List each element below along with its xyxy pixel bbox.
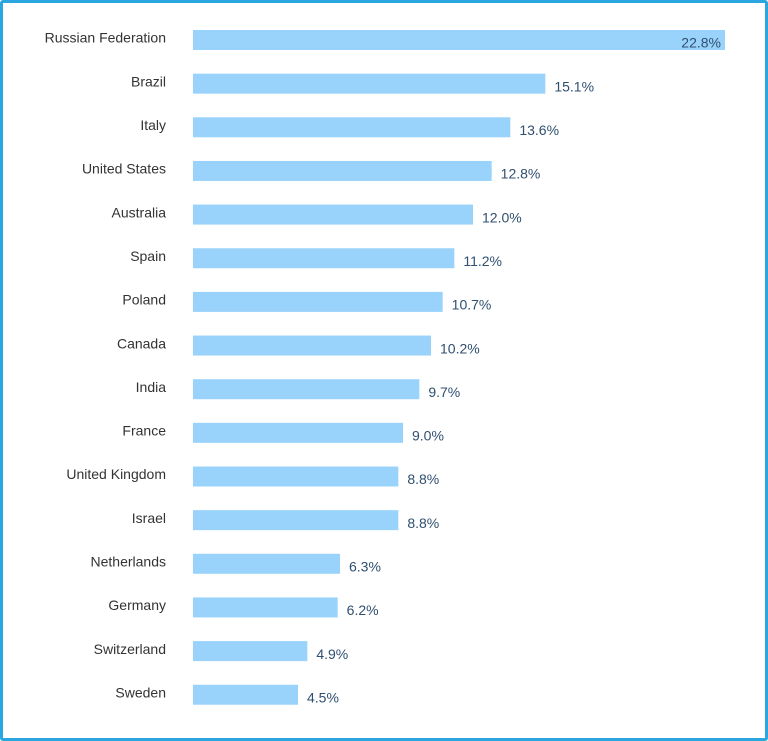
bar[interactable] (193, 30, 725, 50)
category-label: France (122, 423, 166, 439)
bar[interactable] (193, 335, 431, 356)
category-label: United States (82, 161, 166, 177)
value-label: 10.2% (440, 340, 480, 356)
value-label: 12.8% (501, 166, 541, 182)
value-label: 15.1% (554, 78, 594, 94)
value-label: 8.8% (407, 515, 439, 531)
value-label: 4.5% (307, 689, 339, 705)
category-label: India (136, 379, 167, 395)
bar[interactable] (193, 379, 420, 400)
bar[interactable] (193, 597, 338, 618)
category-label: Switzerland (94, 641, 166, 657)
bar[interactable] (193, 422, 403, 443)
bar[interactable] (193, 510, 399, 531)
value-label: 8.8% (407, 471, 439, 487)
value-label: 10.7% (452, 297, 492, 313)
bar[interactable] (193, 248, 455, 269)
category-label: Russian Federation (45, 30, 166, 46)
bar[interactable] (193, 160, 492, 181)
category-label: Germany (108, 597, 166, 613)
category-label: Canada (117, 335, 166, 351)
bar[interactable] (193, 684, 298, 705)
category-label: Netherlands (91, 554, 167, 570)
value-label: 4.9% (316, 646, 348, 662)
bar[interactable] (193, 641, 308, 662)
value-label: 12.0% (482, 209, 522, 225)
bar[interactable] (193, 117, 511, 138)
category-label: Brazil (131, 73, 166, 89)
bar[interactable] (193, 291, 443, 312)
category-label: Italy (140, 117, 166, 133)
bar[interactable] (193, 466, 399, 487)
category-label: Spain (130, 248, 166, 264)
bar[interactable] (193, 553, 340, 574)
bar[interactable] (193, 204, 473, 225)
category-label: United Kingdom (66, 466, 166, 482)
category-label: Israel (132, 510, 166, 526)
category-label: Poland (122, 292, 166, 308)
value-label: 9.7% (428, 384, 460, 400)
bar[interactable] (193, 73, 546, 94)
value-label: 6.2% (347, 602, 379, 618)
value-label: 22.8% (681, 35, 721, 51)
value-label: 6.3% (349, 559, 381, 575)
category-label: Australia (112, 204, 167, 220)
category-label: Sweden (115, 684, 166, 700)
value-label: 13.6% (519, 122, 559, 138)
value-label: 9.0% (412, 428, 444, 444)
value-label: 11.2% (463, 253, 502, 269)
